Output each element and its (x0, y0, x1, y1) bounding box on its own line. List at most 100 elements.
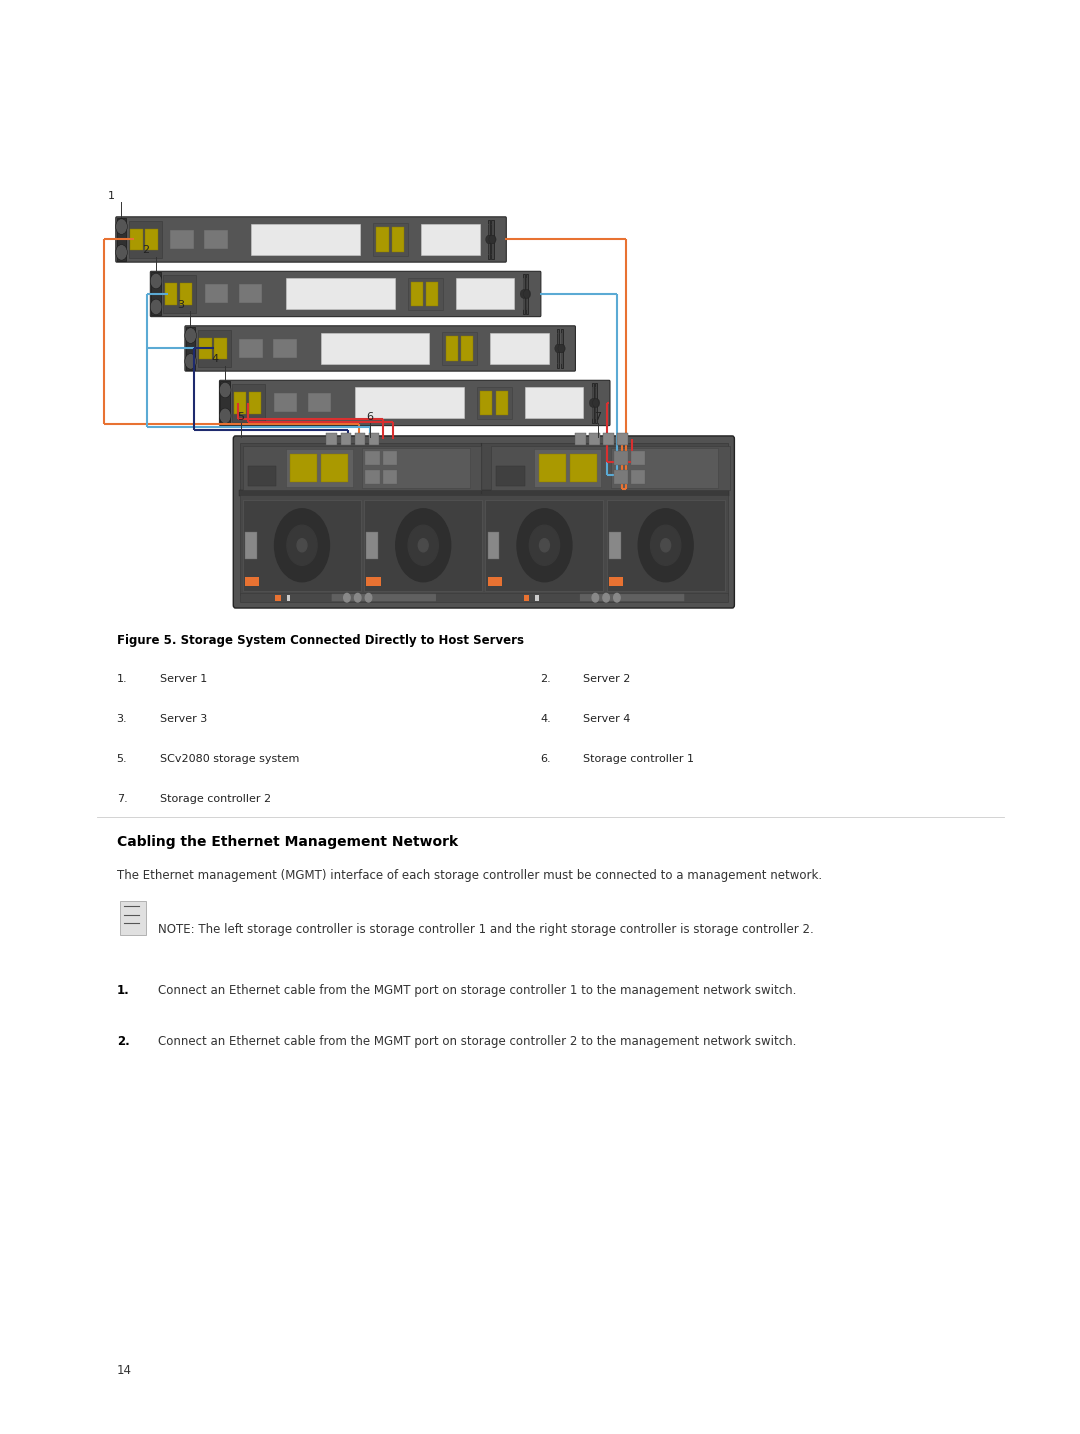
FancyBboxPatch shape (557, 333, 559, 364)
Bar (491, 219, 494, 260)
Bar (408, 278, 443, 310)
Text: Figure 5. Storage System Connected Directly to Host Servers: Figure 5. Storage System Connected Direc… (117, 634, 524, 647)
Bar (488, 219, 490, 260)
FancyBboxPatch shape (219, 380, 610, 426)
Bar (326, 433, 337, 445)
Circle shape (650, 525, 680, 565)
Bar (274, 393, 297, 413)
Bar (524, 595, 529, 601)
Bar (340, 433, 351, 445)
Circle shape (116, 245, 127, 260)
Bar (240, 338, 262, 358)
Circle shape (555, 344, 562, 353)
Circle shape (297, 539, 307, 552)
Circle shape (150, 300, 162, 314)
Bar (610, 447, 718, 488)
Circle shape (365, 594, 372, 602)
FancyBboxPatch shape (491, 224, 494, 255)
Bar (198, 330, 231, 367)
Circle shape (613, 594, 620, 602)
Bar (145, 229, 158, 251)
Bar (595, 383, 597, 423)
Circle shape (150, 274, 162, 288)
Bar (131, 229, 143, 251)
FancyBboxPatch shape (523, 278, 525, 310)
Circle shape (521, 290, 527, 298)
Bar (220, 381, 230, 424)
Circle shape (486, 235, 492, 244)
Bar (365, 452, 379, 465)
Text: Server 4: Server 4 (583, 714, 631, 724)
Bar (129, 221, 162, 258)
Bar (151, 272, 161, 315)
Bar (308, 393, 332, 413)
FancyBboxPatch shape (116, 217, 507, 262)
Bar (200, 338, 212, 360)
Text: 3.: 3. (117, 714, 127, 724)
Text: 4: 4 (212, 354, 218, 364)
Circle shape (558, 344, 565, 353)
Text: Cabling the Ethernet Management Network: Cabling the Ethernet Management Network (117, 835, 458, 849)
Bar (245, 578, 259, 587)
Bar (275, 595, 281, 601)
Bar (526, 274, 528, 314)
Bar (491, 446, 730, 490)
Bar (561, 328, 563, 369)
Text: 1.: 1. (117, 674, 127, 684)
Circle shape (489, 235, 496, 244)
Text: 7.: 7. (117, 794, 127, 804)
Bar (247, 466, 276, 486)
Circle shape (521, 290, 527, 298)
Bar (120, 901, 146, 935)
Bar (234, 393, 246, 414)
Bar (392, 228, 404, 251)
Text: Server 2: Server 2 (583, 674, 631, 684)
Bar (368, 433, 379, 445)
Text: Connect an Ethernet cable from the MGMT port on storage controller 1 to the mana: Connect an Ethernet cable from the MGMT … (158, 984, 796, 997)
Bar (613, 470, 627, 485)
Bar (273, 338, 297, 358)
Bar (535, 595, 539, 601)
Text: 3: 3 (177, 300, 184, 310)
Bar (243, 499, 361, 591)
Text: 2: 2 (143, 245, 149, 255)
Bar (374, 224, 408, 255)
Bar (364, 499, 483, 591)
Bar (617, 433, 627, 445)
Bar (613, 452, 627, 465)
FancyBboxPatch shape (332, 594, 436, 602)
Circle shape (408, 525, 438, 565)
Circle shape (524, 290, 530, 298)
Bar (377, 228, 389, 251)
Bar (171, 229, 193, 250)
FancyBboxPatch shape (595, 387, 597, 419)
Circle shape (593, 399, 599, 407)
Bar (366, 578, 380, 587)
Bar (603, 433, 613, 445)
Circle shape (517, 509, 572, 582)
Bar (382, 452, 396, 465)
Bar (286, 449, 353, 488)
Circle shape (603, 594, 609, 602)
Bar (252, 224, 361, 255)
Circle shape (592, 594, 598, 602)
FancyBboxPatch shape (233, 436, 734, 608)
Bar (411, 282, 423, 305)
Bar (214, 338, 227, 360)
Bar (243, 446, 482, 490)
Bar (456, 278, 514, 310)
Circle shape (395, 509, 450, 582)
Bar (165, 284, 177, 305)
Circle shape (418, 539, 428, 552)
Bar (365, 470, 379, 485)
Bar (163, 275, 197, 313)
Circle shape (529, 525, 559, 565)
Text: 14: 14 (117, 1364, 132, 1377)
Circle shape (116, 219, 127, 234)
Text: Storage controller 2: Storage controller 2 (160, 794, 271, 804)
Bar (523, 274, 525, 314)
Circle shape (590, 399, 596, 407)
Bar (204, 229, 228, 250)
Bar (477, 387, 512, 419)
Circle shape (274, 509, 329, 582)
